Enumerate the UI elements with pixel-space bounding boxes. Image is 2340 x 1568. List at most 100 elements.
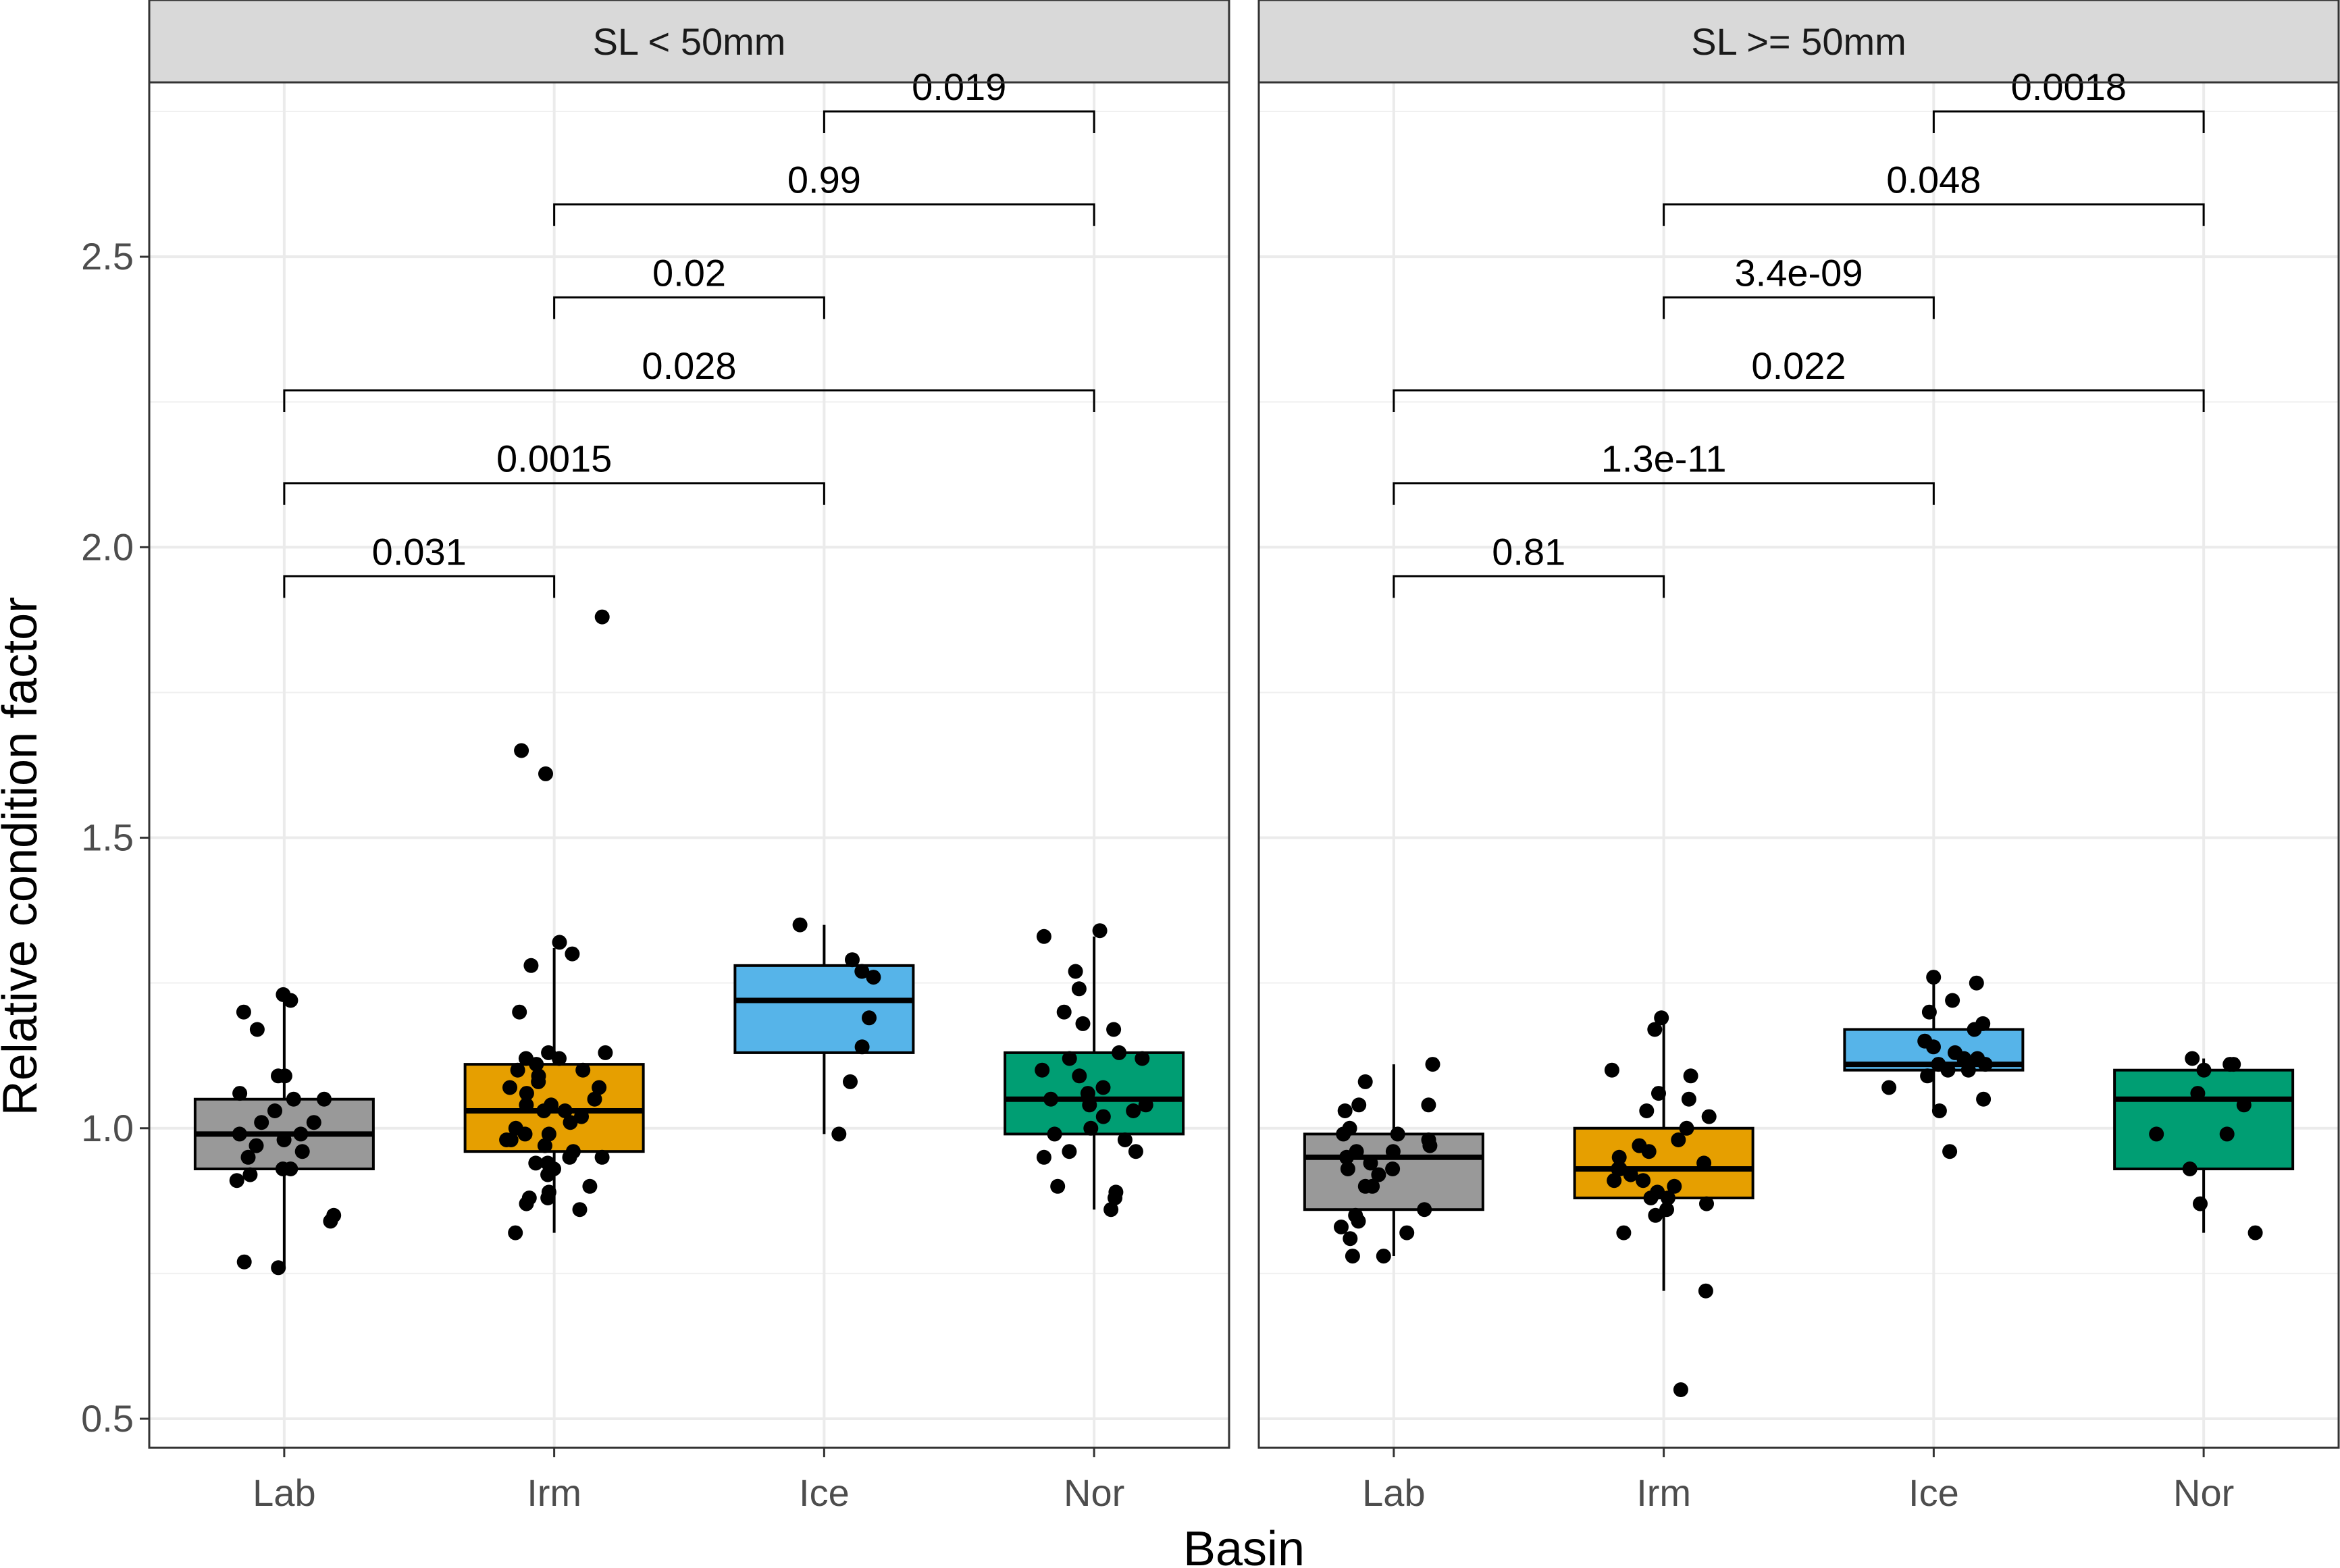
data-point — [2226, 1057, 2241, 1072]
data-point — [1337, 1103, 1353, 1118]
data-point — [1103, 1202, 1119, 1218]
data-point — [1977, 1057, 1993, 1072]
data-point — [1926, 1039, 1941, 1055]
panel-sl-under-50mm: SL < 50mm 0.0310.00150.0280.020.990.019 … — [148, 0, 1230, 1514]
data-point — [1660, 1191, 1675, 1205]
panel-marks: 0.81 1.3e-11 0.022 3.4e-09 0.048 0.0018 — [1303, 66, 2295, 1397]
data-point — [1942, 1144, 1958, 1159]
p-value-label: 0.022 — [1751, 344, 1846, 387]
x-tick-label: Lab — [1362, 1471, 1425, 1514]
data-point — [1385, 1144, 1401, 1159]
data-point — [1696, 1155, 1712, 1171]
data-point — [519, 1086, 534, 1101]
data-point — [2149, 1126, 2164, 1142]
y-axis: 0.5 1.0 1.5 2.0 2.5 — [81, 235, 149, 1440]
data-point — [1071, 981, 1087, 997]
x-tick-label: Nor — [2173, 1471, 2234, 1514]
data-point — [1036, 1149, 1051, 1165]
data-point — [1616, 1225, 1632, 1240]
data-point — [1357, 1074, 1373, 1089]
panel-sl-over-50mm: SL >= 50mm 0.811.3e-110.0223.4e-090.0480… — [1257, 0, 2340, 1514]
data-point — [1112, 1045, 1127, 1060]
data-point — [845, 952, 860, 968]
data-point — [2219, 1126, 2235, 1142]
data-point — [529, 1057, 544, 1072]
data-point — [1699, 1196, 1714, 1211]
data-point — [575, 1062, 591, 1078]
comparison-bracket: 0.028 — [283, 344, 1095, 413]
data-point — [1080, 1086, 1095, 1101]
data-point — [1673, 1382, 1688, 1397]
data-point — [2236, 1097, 2252, 1113]
data-point — [1068, 964, 1083, 979]
data-point — [536, 1103, 552, 1118]
data-point — [236, 1004, 251, 1020]
data-point — [1138, 1097, 1153, 1113]
data-point — [1083, 1120, 1099, 1136]
data-point — [531, 1074, 546, 1089]
data-point — [277, 1068, 292, 1084]
panel-border — [1257, 81, 2340, 1449]
data-point — [1956, 1051, 1972, 1066]
comparison-bracket: 0.0018 — [1932, 66, 2205, 134]
data-point — [1639, 1103, 1655, 1118]
p-value-label: 3.4e-09 — [1735, 251, 1863, 294]
data-point — [1343, 1231, 1358, 1247]
bracket-line — [1663, 203, 2205, 226]
y-tick-label: 2.5 — [81, 235, 134, 278]
bracket-line — [553, 296, 825, 319]
box-body — [1573, 1126, 1754, 1200]
y-tick-label: 1.5 — [81, 816, 134, 859]
data-point — [317, 1091, 332, 1107]
data-point — [1340, 1161, 1355, 1176]
data-point — [1128, 1144, 1143, 1159]
data-point — [1681, 1091, 1696, 1107]
data-point — [1062, 1144, 1077, 1159]
bracket-line — [1932, 110, 2205, 134]
data-point — [537, 1138, 552, 1153]
comparison-bracket: 3.4e-09 — [1663, 251, 1935, 319]
data-point — [1399, 1225, 1415, 1240]
data-point — [1881, 1080, 1897, 1095]
data-point — [1607, 1173, 1622, 1188]
data-point — [293, 1126, 309, 1142]
data-point — [1135, 1051, 1150, 1066]
comparison-bracket: 0.019 — [823, 66, 1095, 134]
data-point — [831, 1126, 847, 1142]
data-point — [1604, 1062, 1619, 1078]
data-point — [1126, 1103, 1141, 1118]
data-point — [1926, 970, 1942, 985]
p-value-label: 0.02 — [652, 251, 726, 294]
data-point — [519, 1097, 534, 1113]
data-point — [1636, 1173, 1651, 1188]
bracket-line — [1393, 482, 1935, 505]
comparison-bracket: 0.81 — [1393, 530, 1665, 598]
data-point — [1417, 1202, 1432, 1218]
data-point — [1623, 1167, 1638, 1182]
comparison-bracket: 0.99 — [553, 159, 1095, 226]
data-point — [276, 1132, 292, 1147]
data-point — [563, 1115, 578, 1130]
data-point — [1036, 929, 1051, 944]
data-point — [1095, 1109, 1111, 1124]
data-point — [594, 1149, 610, 1165]
data-point — [1701, 1109, 1717, 1124]
data-point — [254, 1115, 269, 1130]
box-nor — [2113, 1058, 2295, 1233]
p-value-label: 0.0015 — [496, 438, 612, 480]
x-tick-label: Irm — [1636, 1471, 1691, 1514]
x-tick-label: Irm — [527, 1471, 581, 1514]
data-point — [854, 1039, 870, 1055]
y-tick-label: 1.0 — [81, 1107, 134, 1149]
data-point — [1659, 1202, 1674, 1218]
box-body — [2113, 1068, 2295, 1170]
data-point — [1351, 1097, 1367, 1113]
bracket-line — [823, 110, 1095, 134]
data-point — [1643, 1191, 1659, 1205]
x-tick-label: Ice — [1908, 1471, 1959, 1514]
comparison-bracket: 0.02 — [553, 251, 825, 319]
data-point — [538, 766, 553, 781]
data-point — [1336, 1126, 1351, 1142]
data-point — [562, 1149, 577, 1165]
p-value-label: 0.0018 — [2011, 66, 2127, 108]
